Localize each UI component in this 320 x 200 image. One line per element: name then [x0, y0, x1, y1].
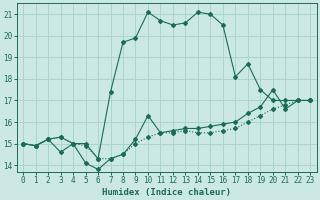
X-axis label: Humidex (Indice chaleur): Humidex (Indice chaleur): [102, 188, 231, 197]
